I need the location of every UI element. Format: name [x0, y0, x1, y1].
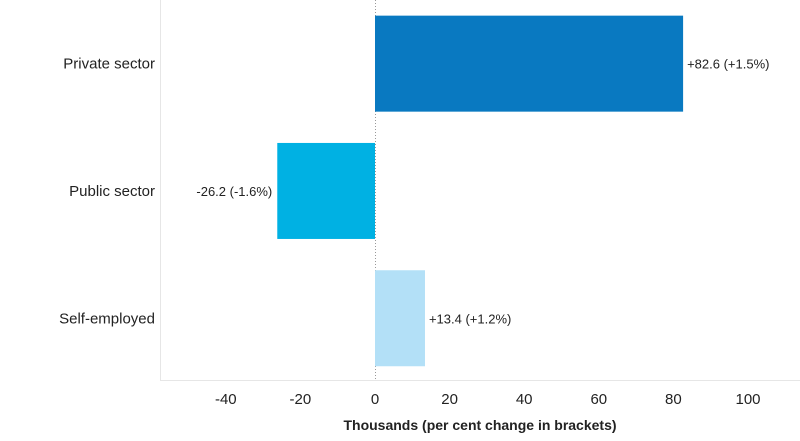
- x-tick-label: -40: [215, 391, 237, 408]
- x-axis-title: Thousands (per cent change in brackets): [343, 417, 616, 433]
- bar-private-sector: [375, 15, 684, 112]
- x-tick-label: 40: [516, 391, 533, 408]
- x-tick-label: 100: [735, 391, 760, 408]
- labels: -40 -20 0 20 40 60 80 100 Private sector +82.6 (+…: [59, 56, 769, 408]
- x-tick-label: 0: [371, 391, 379, 408]
- x-tick-label: 60: [590, 391, 607, 408]
- category-label: Self-employed: [59, 310, 155, 327]
- data-label: +82.6 (+1.5%): [687, 57, 769, 72]
- category-label: Private sector: [63, 56, 155, 73]
- x-tick-label: -20: [290, 391, 312, 408]
- data-label: -26.2 (-1.6%): [196, 184, 272, 199]
- bar-public-sector: [277, 142, 375, 239]
- x-tick-label: 80: [665, 391, 682, 408]
- data-label: +13.4 (+1.2%): [429, 311, 511, 326]
- bar-self-employed: [375, 270, 425, 367]
- bars: [277, 15, 684, 367]
- x-tick-label: 20: [441, 391, 458, 408]
- category-label: Public sector: [69, 183, 155, 200]
